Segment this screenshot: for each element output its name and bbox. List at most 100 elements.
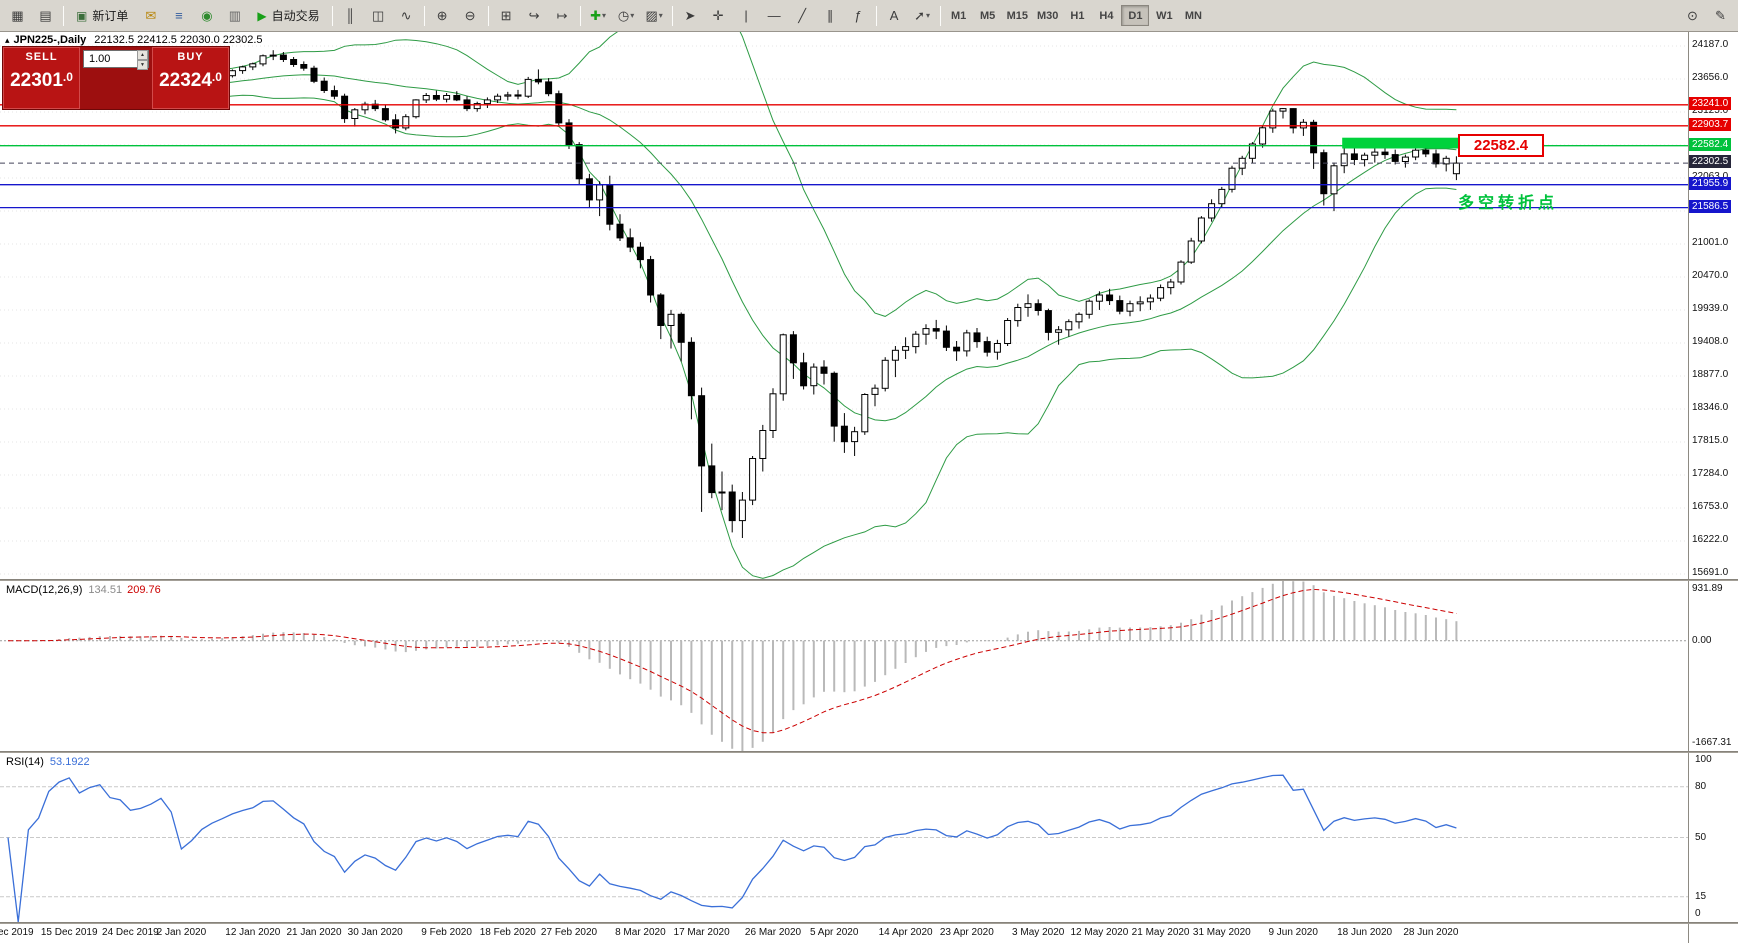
main-chart[interactable] bbox=[0, 32, 1688, 579]
timeframe-D1[interactable]: D1 bbox=[1121, 5, 1150, 26]
indicators-icon: ✚ bbox=[590, 7, 602, 23]
volume-input[interactable] bbox=[83, 50, 149, 68]
rsi-name: RSI(14) bbox=[6, 756, 44, 768]
date-label: 21 Jan 2020 bbox=[286, 927, 342, 938]
line-chart-icon[interactable]: ∿ bbox=[393, 4, 420, 28]
date-label: 5 Apr 2020 bbox=[810, 927, 859, 938]
autotrade-button[interactable]: ▶ 自动交易 bbox=[249, 4, 327, 28]
period-icon: ◷ bbox=[617, 7, 630, 23]
timeframe-W1[interactable]: W1 bbox=[1156, 9, 1173, 22]
search-icon[interactable]: ⊙ bbox=[1687, 7, 1698, 23]
profiles-icon: ▤ bbox=[39, 7, 52, 23]
new-order-button[interactable]: ▣ 新订单 bbox=[68, 4, 136, 28]
macd-axis-label: 931.89 bbox=[1692, 583, 1723, 594]
price-tag: 22903.7 bbox=[1689, 117, 1732, 131]
date-label: 9 Jun 2020 bbox=[1268, 927, 1318, 938]
rsi-axis-label: 15 bbox=[1695, 890, 1707, 902]
date-label: 31 May 2020 bbox=[1192, 927, 1251, 938]
template-icon[interactable]: ▨ ▾ bbox=[641, 4, 668, 28]
dropdown-arrow-icon: ▾ bbox=[630, 11, 635, 20]
mail-icon: ✉ bbox=[145, 7, 157, 23]
profiles-icon[interactable]: ▤ bbox=[32, 4, 59, 28]
timeframe-M1[interactable]: M1 bbox=[950, 9, 967, 22]
rsi-chart[interactable] bbox=[0, 753, 1688, 922]
text-icon: A bbox=[889, 8, 899, 23]
dropdown-arrow-icon: ▾ bbox=[926, 11, 931, 20]
timeframe-M15[interactable]: M15 bbox=[1006, 9, 1029, 22]
buy-button[interactable]: BUY 22324.0 bbox=[152, 47, 229, 109]
price-axis-label: 23125.0 bbox=[1692, 105, 1729, 116]
toolbar-separator bbox=[939, 5, 941, 26]
price-tag: 22302.5 bbox=[1689, 155, 1732, 169]
main-toolbar: ▦ ▤ ▣ 新订单 ✉ ≡ ◉ ▥ ▶ 自动交易 ║ ◫ ∿ ⊕ ⊖ ⊞ ↪ ↦ ✚ ▾ ◷ ▾ ▨ ▾ ➤ ✛ | — ╱ ∥ ƒ A ➚ ▾ M… bbox=[0, 0, 1738, 32]
zoom-in-icon[interactable]: ⊕ bbox=[429, 4, 456, 28]
cursor-icon[interactable]: ➤ bbox=[677, 4, 704, 28]
macd-indicator-label: MACD(12,26,9) 134.51 209.76 bbox=[6, 584, 161, 596]
buy-label: BUY bbox=[177, 51, 204, 63]
toolbar-separator bbox=[671, 5, 673, 26]
timeframe-M5[interactable]: M5 bbox=[979, 9, 996, 22]
one-click-toggle-icon[interactable]: ▴ bbox=[5, 35, 10, 45]
macd-chart[interactable] bbox=[0, 581, 1688, 751]
channel-icon[interactable]: ∥ bbox=[817, 4, 844, 28]
edit-icon[interactable]: ✎ bbox=[1715, 7, 1726, 23]
rsi-value: 53.1922 bbox=[49, 756, 90, 768]
horizontal-line-icon[interactable]: — bbox=[761, 4, 788, 28]
bar-chart-icon[interactable]: ║ bbox=[337, 4, 364, 28]
rsi-panel-splitter[interactable] bbox=[0, 751, 1738, 753]
time-axis[interactable] bbox=[0, 924, 1688, 943]
timeframe-MN[interactable]: MN bbox=[1184, 9, 1202, 22]
date-label: 17 Mar 2020 bbox=[673, 927, 730, 938]
candle-chart-icon: ◫ bbox=[371, 7, 385, 23]
toolbar-separator bbox=[487, 5, 489, 26]
date-label: 12 Jan 2020 bbox=[225, 927, 281, 938]
period-icon[interactable]: ◷ ▾ bbox=[613, 4, 640, 28]
macd-panel-splitter[interactable] bbox=[0, 579, 1738, 581]
tile-windows-icon: ⊞ bbox=[500, 7, 512, 23]
one-click-trading-panel: SELL 22301.0 ▲ ▼ BUY 22324.0 bbox=[2, 46, 230, 110]
date-label: 14 Apr 2020 bbox=[878, 927, 933, 938]
date-label: 30 Jan 2020 bbox=[347, 927, 403, 938]
mail-icon[interactable]: ✉ bbox=[137, 4, 164, 28]
level-callout-label[interactable]: 22582.4 bbox=[1458, 134, 1544, 157]
tile-windows-icon[interactable]: ⊞ bbox=[493, 4, 520, 28]
bar-chart-icon: ║ bbox=[345, 8, 355, 23]
navigator-icon: ◉ bbox=[201, 7, 213, 23]
timeframe-H1[interactable]: H1 bbox=[1070, 9, 1085, 22]
chart-title-bar: ▴ JPN225-,Daily 22132.5 22412.5 22030.0 22… bbox=[5, 34, 263, 46]
autotrade-icon: ▶ bbox=[257, 8, 267, 23]
sell-button[interactable]: SELL 22301.0 bbox=[3, 47, 80, 109]
pivot-annotation-text[interactable]: 多空转折点 bbox=[1458, 195, 1559, 212]
new-chart-icon[interactable]: ▦ bbox=[4, 4, 31, 28]
navigator-icon[interactable]: ◉ bbox=[193, 4, 220, 28]
terminal-icon: ▥ bbox=[228, 7, 241, 23]
timeframe-H4[interactable]: H4 bbox=[1099, 9, 1114, 22]
price-axis-label: 17284.0 bbox=[1692, 468, 1729, 479]
channel-icon: ∥ bbox=[826, 7, 834, 23]
chart-shift-icon[interactable]: ↦ bbox=[549, 4, 576, 28]
date-label: 18 Jun 2020 bbox=[1337, 927, 1393, 938]
date-label: 27 Feb 2020 bbox=[540, 927, 598, 938]
price-axis-label: 20470.0 bbox=[1692, 270, 1729, 281]
price-axis-label: 16753.0 bbox=[1692, 501, 1729, 512]
text-icon[interactable]: A bbox=[881, 4, 908, 28]
auto-scroll-icon[interactable]: ↪ bbox=[521, 4, 548, 28]
volume-down-icon[interactable]: ▼ bbox=[137, 60, 148, 70]
crosshair-icon[interactable]: ✛ bbox=[705, 4, 732, 28]
template-icon: ▨ bbox=[645, 7, 658, 23]
price-axis-label: 19408.0 bbox=[1692, 336, 1729, 347]
toolbar-separator bbox=[579, 5, 581, 26]
zoom-out-icon[interactable]: ⊖ bbox=[457, 4, 484, 28]
terminal-icon[interactable]: ▥ bbox=[221, 4, 248, 28]
indicators-icon[interactable]: ✚ ▾ bbox=[585, 4, 612, 28]
candle-chart-icon[interactable]: ◫ bbox=[365, 4, 392, 28]
volume-up-icon[interactable]: ▲ bbox=[137, 50, 148, 60]
toolbar-separator bbox=[423, 5, 425, 26]
market-watch-icon[interactable]: ≡ bbox=[165, 4, 192, 28]
trendline-icon[interactable]: ╱ bbox=[789, 4, 816, 28]
arrows-icon[interactable]: ➚ ▾ bbox=[909, 4, 936, 28]
fibonacci-icon[interactable]: ƒ bbox=[845, 4, 872, 28]
vertical-line-icon[interactable]: | bbox=[733, 4, 760, 28]
timeframe-M30[interactable]: M30 bbox=[1037, 9, 1059, 22]
